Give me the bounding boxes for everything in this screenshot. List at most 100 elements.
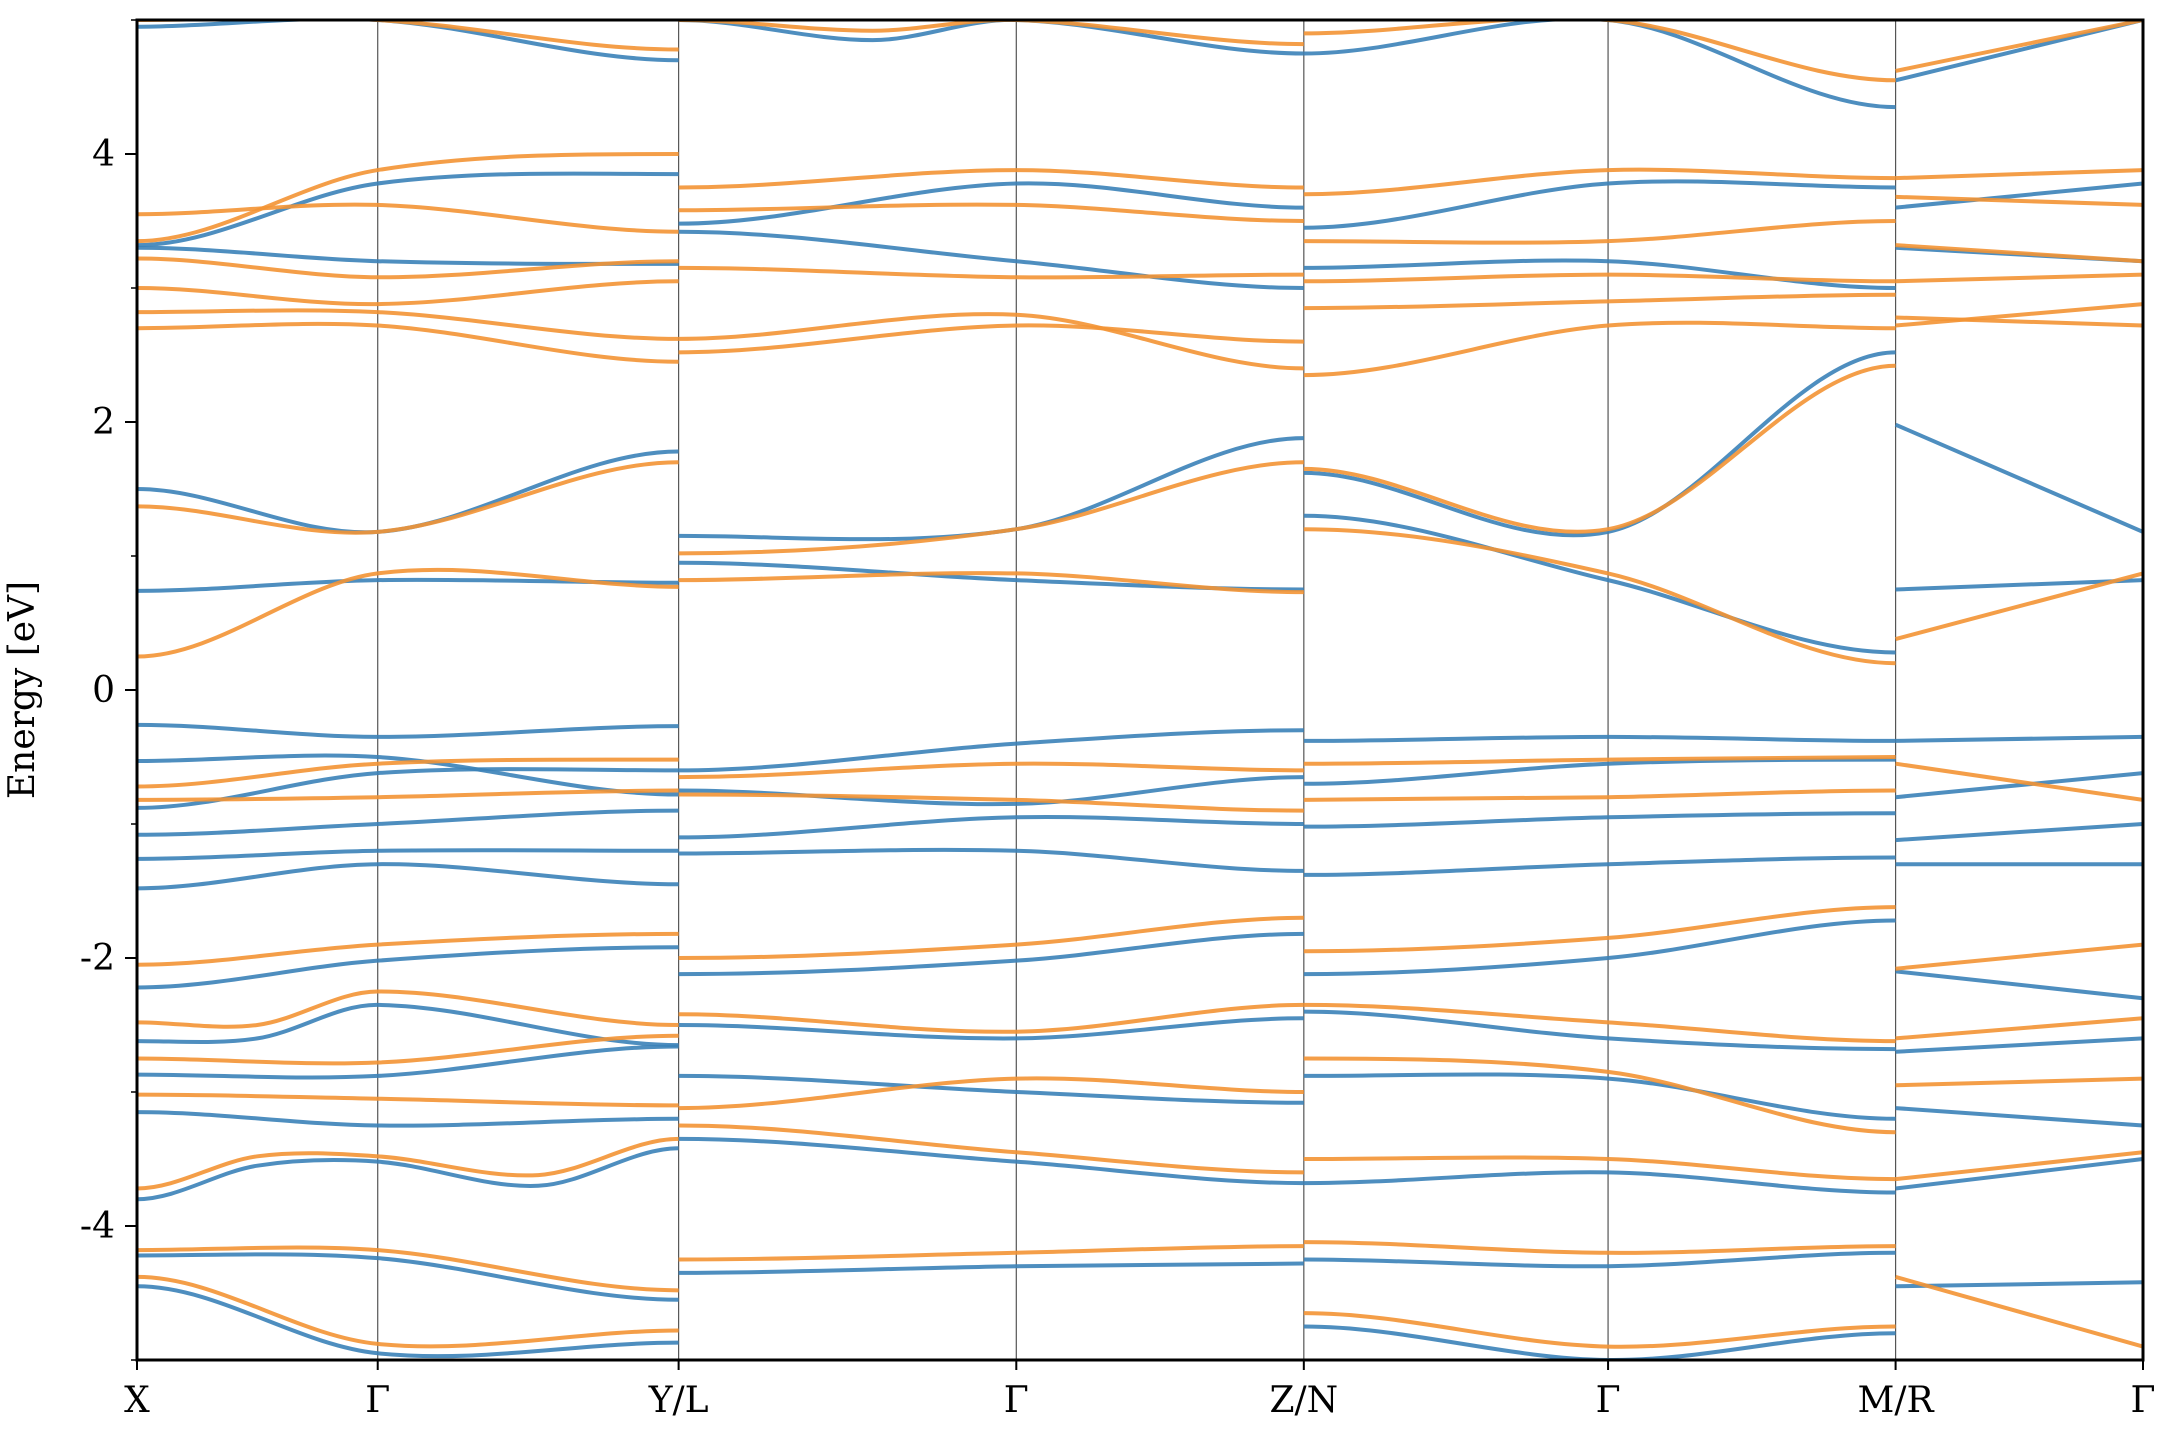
band-line-blue bbox=[137, 1284, 679, 1359]
band-line-blue bbox=[137, 1252, 679, 1302]
band-line-blue bbox=[137, 808, 679, 837]
band-line-orange bbox=[137, 1033, 679, 1066]
band-line-orange bbox=[1303, 292, 1896, 311]
band-line-blue bbox=[1303, 513, 1896, 655]
band-line-blue bbox=[1895, 1106, 2143, 1128]
band-line-blue bbox=[678, 229, 1304, 290]
x-tick-label: X bbox=[124, 1380, 150, 1421]
band-line-orange bbox=[678, 312, 1304, 371]
band-line-orange bbox=[1895, 1274, 2143, 1349]
band-line-orange bbox=[137, 321, 679, 364]
high-symmetry-lines bbox=[377, 20, 1897, 1360]
band-line-blue bbox=[678, 1016, 1304, 1041]
band-line-blue bbox=[137, 862, 679, 891]
band-line-orange bbox=[1303, 1240, 1896, 1255]
band-line-blue bbox=[1895, 1036, 2143, 1054]
band-line-blue bbox=[678, 1261, 1304, 1275]
band-line-orange bbox=[1895, 315, 2143, 328]
band-line-orange bbox=[678, 915, 1304, 960]
band-line-orange bbox=[137, 757, 679, 789]
band-line-orange bbox=[678, 168, 1304, 190]
band-line-blue bbox=[137, 449, 679, 535]
band-line-orange bbox=[1895, 571, 2143, 642]
band-line-orange bbox=[1895, 1016, 2143, 1041]
band-line-blue bbox=[137, 1002, 679, 1048]
band-line-blue bbox=[1303, 1009, 1896, 1052]
band-line-orange bbox=[678, 761, 1304, 780]
band-line-orange bbox=[137, 256, 679, 280]
band-line-blue bbox=[678, 436, 1304, 542]
band-line-blue bbox=[137, 1110, 679, 1128]
band-line-orange bbox=[1895, 194, 2143, 207]
y-axis-ticks: -4 -2 0 2 4 bbox=[80, 19, 137, 1361]
band-line-blue bbox=[137, 1044, 679, 1080]
band-line-blue bbox=[1303, 350, 1896, 538]
band-line-blue bbox=[678, 931, 1304, 977]
band-line-orange bbox=[1895, 272, 2143, 284]
band-line-blue bbox=[1303, 1072, 1896, 1121]
band-line-blue bbox=[1303, 258, 1896, 290]
x-tick-label: Γ bbox=[1596, 1380, 1621, 1421]
band-line-blue bbox=[1895, 822, 2143, 843]
band-line-blue bbox=[1894, 422, 2143, 534]
band-line-orange bbox=[1895, 243, 2143, 264]
band-line-orange bbox=[678, 1076, 1304, 1111]
band-line-orange bbox=[137, 151, 679, 244]
band-line-blue bbox=[678, 181, 1304, 226]
band-line-orange bbox=[137, 1136, 679, 1191]
y-tick-label: 2 bbox=[92, 402, 115, 443]
band-line-blue bbox=[1303, 1324, 1896, 1360]
band-line-orange bbox=[137, 931, 679, 967]
band-line-orange bbox=[137, 202, 679, 234]
x-tick-label: Γ bbox=[1004, 1380, 1029, 1421]
y-tick-label: 0 bbox=[92, 670, 115, 711]
band-line-blue bbox=[1303, 179, 1896, 230]
band-line-blue bbox=[1303, 918, 1896, 977]
band-line-orange bbox=[678, 202, 1304, 223]
band-line-blue bbox=[1303, 20, 1896, 110]
band-line-orange bbox=[1895, 761, 2143, 802]
band-line-orange bbox=[678, 571, 1304, 595]
band-line-blue bbox=[1895, 1280, 2143, 1289]
band-line-blue bbox=[678, 814, 1304, 840]
band-line-blue bbox=[137, 945, 679, 990]
band-line-blue bbox=[1895, 181, 2143, 210]
band-line-orange bbox=[1895, 20, 2143, 73]
band-line-orange bbox=[1303, 527, 1896, 666]
x-tick-label: M/R bbox=[1858, 1380, 1935, 1421]
band-line-orange bbox=[1303, 320, 1896, 378]
band-line-blue bbox=[678, 728, 1304, 773]
y-tick-label: -2 bbox=[80, 938, 115, 979]
band-line-blue bbox=[678, 847, 1304, 873]
band-line-blue bbox=[1895, 771, 2143, 800]
band-line-orange bbox=[678, 265, 1304, 280]
band-line-blue bbox=[137, 848, 679, 861]
band-line-orange bbox=[1895, 302, 2143, 328]
x-tick-label: Y/L bbox=[648, 1380, 709, 1421]
band-line-orange bbox=[1303, 1056, 1896, 1135]
band-line-orange bbox=[678, 1244, 1304, 1262]
band-line-blue bbox=[137, 20, 679, 63]
band-line-orange bbox=[137, 279, 679, 307]
band-line-orange bbox=[678, 323, 1304, 355]
band-line-orange bbox=[1303, 167, 1896, 197]
band-line-orange bbox=[678, 1123, 1304, 1175]
band-line-blue bbox=[1303, 734, 1896, 743]
band-line-orange bbox=[1303, 755, 1896, 766]
band-line-blue bbox=[1895, 1157, 2143, 1191]
x-tick-label: Γ bbox=[365, 1380, 390, 1421]
band-line-orange bbox=[1303, 1311, 1896, 1349]
band-line-orange bbox=[678, 460, 1304, 556]
band-line-orange bbox=[1303, 20, 1896, 83]
band-line-blue bbox=[1895, 969, 2143, 1001]
band-line-blue bbox=[137, 171, 679, 248]
band-line-blue bbox=[1895, 578, 2143, 592]
band-line-orange bbox=[137, 567, 679, 659]
band-line-orange bbox=[1895, 1076, 2143, 1088]
band-line-orange bbox=[1895, 942, 2143, 971]
band-line-orange bbox=[137, 1274, 679, 1349]
band-line-orange bbox=[137, 1092, 679, 1108]
y-axis-label: Energy [eV] bbox=[2, 581, 43, 799]
band-line-blue bbox=[1303, 757, 1896, 786]
